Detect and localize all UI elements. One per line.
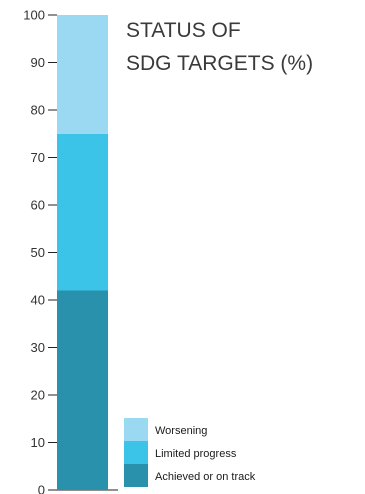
legend-swatch [124, 441, 148, 464]
legend-label: Limited progress [155, 448, 237, 460]
legend: Worsening Limited progress Achieved or on … [124, 418, 256, 487]
y-tick-label: 40 [31, 293, 45, 308]
stacked-bar [57, 15, 108, 490]
chart-title-line-1: STATUS OF [126, 19, 241, 42]
legend-label: Worsening [155, 425, 207, 437]
y-tick-label: 30 [31, 340, 45, 355]
legend-label: Achieved or on track [155, 471, 256, 483]
y-tick-label: 50 [31, 245, 45, 260]
legend-swatch [124, 464, 148, 487]
y-tick-label: 20 [31, 388, 45, 403]
legend-swatch [124, 418, 148, 441]
y-tick-label: 0 [38, 483, 45, 494]
y-tick-label: 60 [31, 198, 45, 213]
y-tick-label: 100 [23, 8, 45, 23]
y-tick-label: 80 [31, 103, 45, 118]
y-tick-label: 70 [31, 150, 45, 165]
y-tick-label: 90 [31, 55, 45, 70]
bar-segment-achieved-or-on-track [57, 290, 108, 490]
bar-segment-limited-progress [57, 133, 108, 291]
y-tick-label: 10 [31, 435, 45, 450]
chart-title-line-2: SDG TARGETS (%) [126, 52, 313, 75]
bar-segment-worsening [57, 15, 108, 134]
